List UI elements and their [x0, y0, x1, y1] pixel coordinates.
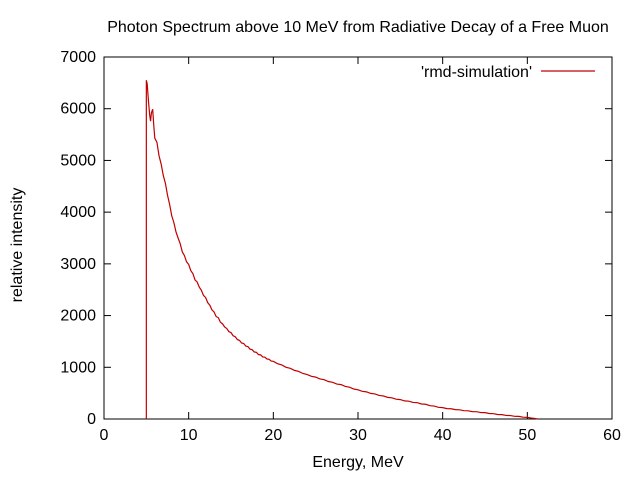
x-tick-label: 40 — [434, 427, 452, 444]
y-axis-label: relative intensity — [9, 188, 26, 303]
axis-tick-labels: 0 10 20 30 40 50 60 0 1000 2000 3000 4000 5000 6000 70… — [60, 49, 621, 444]
x-tick-label: 50 — [518, 427, 536, 444]
y-tick-label: 6000 — [60, 101, 96, 118]
x-tick-label: 10 — [180, 427, 198, 444]
x-tick-label: 20 — [264, 427, 282, 444]
legend: 'rmd-simulation' — [421, 64, 595, 81]
y-tick-label: 7000 — [60, 49, 96, 66]
y-tick-label: 0 — [87, 411, 96, 428]
x-tick-label: 60 — [603, 427, 621, 444]
y-tick-label: 3000 — [60, 256, 96, 273]
legend-label: 'rmd-simulation' — [421, 64, 532, 81]
x-tick-label: 0 — [100, 427, 109, 444]
y-tick-label: 1000 — [60, 359, 96, 376]
plot-border — [103, 56, 613, 420]
y-tick-label: 5000 — [60, 152, 96, 169]
y-tick-label: 2000 — [60, 308, 96, 325]
y-tick-label: 4000 — [60, 204, 96, 221]
data-series-group — [145, 80, 538, 420]
x-tick-label: 30 — [349, 427, 367, 444]
data-line — [145, 80, 538, 420]
axis-ticks — [103, 56, 613, 420]
chart-title: Photon Spectrum above 10 MeV from Radiat… — [107, 19, 609, 36]
x-axis-label: Energy, MeV — [312, 454, 404, 471]
